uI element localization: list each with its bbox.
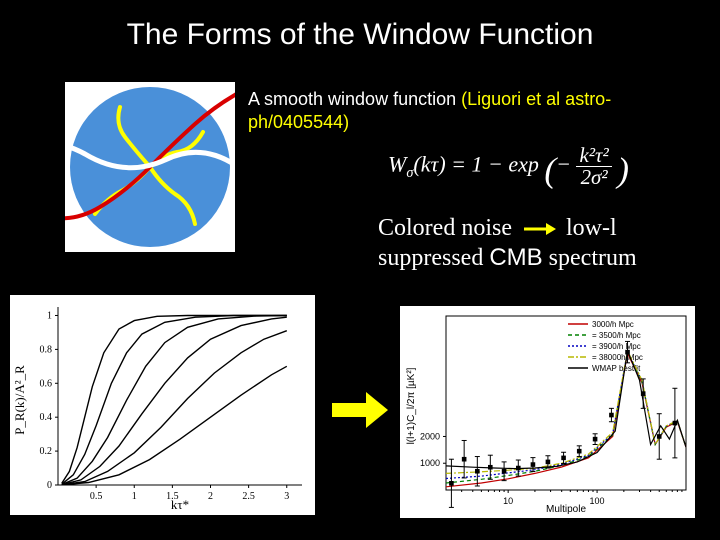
consequence-caption: Colored noise low-l suppressed CMB spect… [378,213,688,273]
svg-text:2000: 2000 [420,431,440,441]
left-chart-xlabel: kτ* [171,497,189,512]
caption-part4: spectrum [543,245,637,271]
right-chart-ylabel: l(l+1)C_l/2π [µK²] [406,367,417,444]
svg-text:2.5: 2.5 [242,491,255,502]
cmb-spectrum-chart: 1000 2000 10 100 l(l+1)C_l/2π [µK²] Multip… [400,306,695,518]
svg-text:0: 0 [47,480,52,491]
caption-part1: Colored noise [378,215,512,241]
svg-text:0.6: 0.6 [40,378,53,389]
svg-text:1000: 1000 [420,458,440,468]
svg-text:2: 2 [208,491,213,502]
svg-text:0.2: 0.2 [40,446,53,457]
window-formula: Wσ(kτ) = 1 − exp (− k²τ² 2σ² ) [388,145,629,190]
subtitle-prefix: A smooth window function [248,89,461,109]
svg-text:= 3900/h Mpc: = 3900/h Mpc [592,342,641,351]
subtitle: A smooth window function (Liguori et al … [248,88,688,133]
implies-arrow-icon [522,221,556,237]
window-function-chart: 00.20.40.60.81 0.511.522.53 P_R(k)/A²_R … [10,295,315,515]
left-chart-ylabel: P_R(k)/A²_R [12,365,27,435]
svg-text:1: 1 [132,491,137,502]
svg-text:0.4: 0.4 [40,412,53,423]
svg-text:1: 1 [47,310,52,321]
bubble-illustration [65,82,235,252]
leads-to-arrow-icon [330,390,390,430]
right-chart-xlabel: Multipole [546,504,586,515]
svg-text:100: 100 [590,496,605,506]
slide-title: The Forms of the Window Function [0,18,720,52]
svg-text:= 3500/h Mpc: = 3500/h Mpc [592,331,641,340]
caption-part3: CMB [489,244,542,271]
svg-text:3000/h Mpc: 3000/h Mpc [592,320,634,329]
svg-text:10: 10 [503,496,513,506]
svg-text:3: 3 [284,491,289,502]
svg-text:0.5: 0.5 [90,491,103,502]
svg-text:= 38000h Mpc: = 38000h Mpc [592,353,643,362]
svg-text:0.8: 0.8 [40,344,53,355]
